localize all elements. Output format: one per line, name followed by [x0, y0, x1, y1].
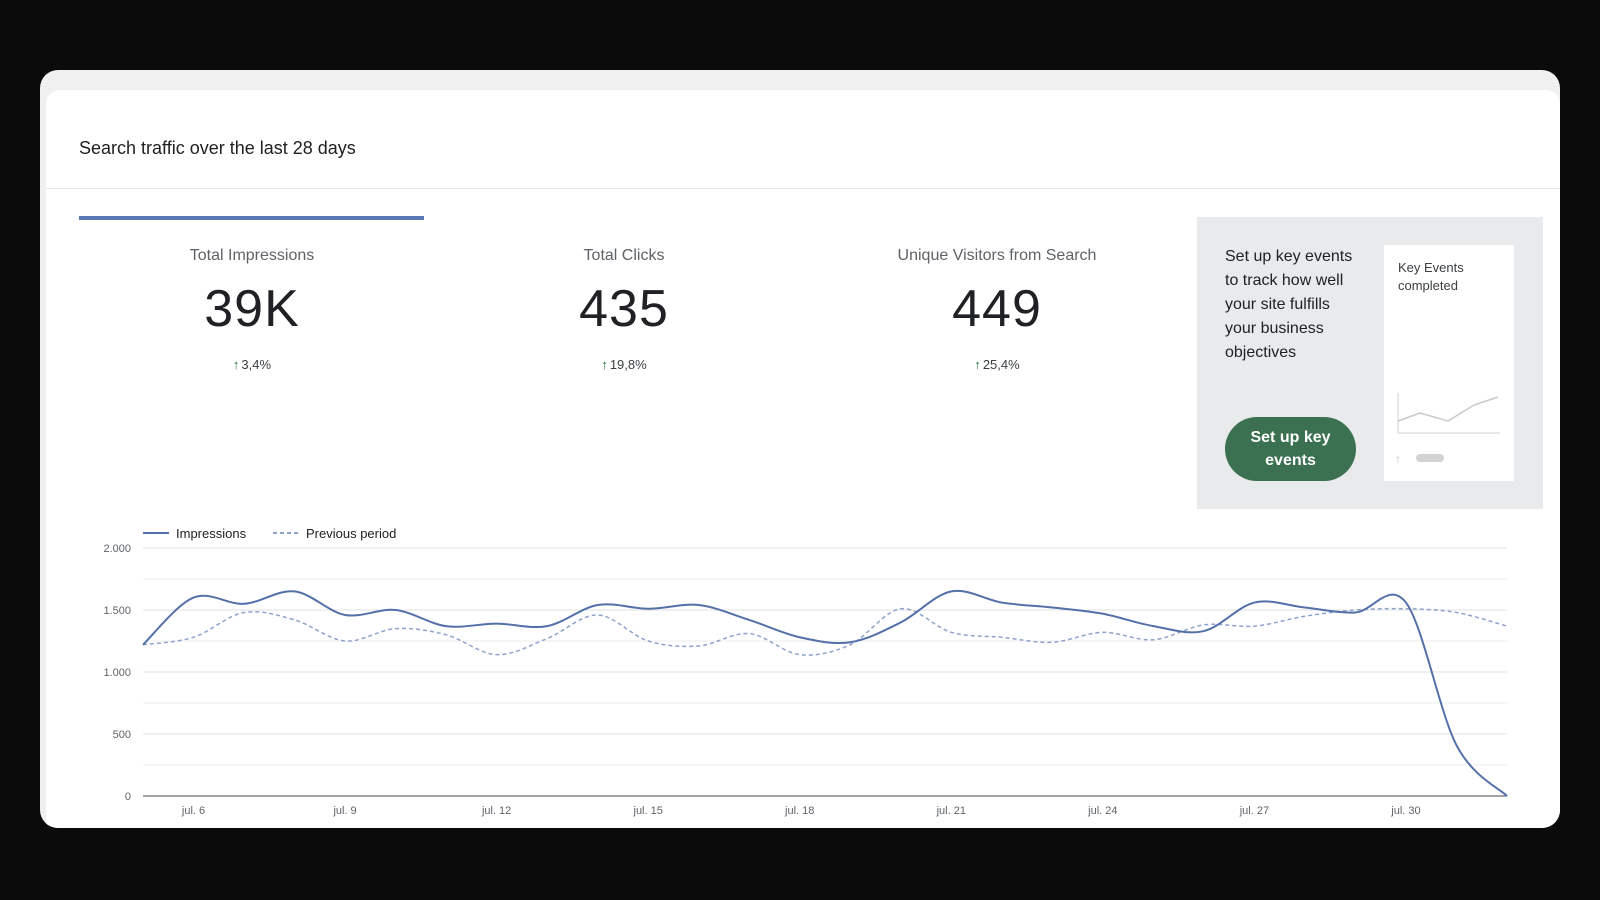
x-tick-label: jul. 18: [784, 805, 814, 817]
metric-label: Unique Visitors from Search: [897, 247, 1097, 264]
metric-change: 25,4%: [847, 357, 1147, 372]
x-tick-label: jul. 9: [332, 805, 356, 817]
y-tick-label: 2.000: [103, 543, 131, 555]
metric[interactable]: Unique Visitors from Search 449 25,4%: [847, 247, 1147, 372]
metric[interactable]: Total Impressions 39K 3,4%: [102, 247, 402, 372]
x-tick-label: jul. 27: [1239, 805, 1269, 817]
x-tick-label: jul. 21: [936, 805, 966, 817]
metric-change: 3,4%: [102, 357, 402, 372]
x-tick-label: jul. 15: [633, 805, 663, 817]
metric-value: 435: [579, 280, 669, 338]
legend-label: Impressions: [176, 526, 247, 541]
legend-label: Previous period: [306, 526, 396, 541]
metric-value: 449: [952, 280, 1042, 338]
line-series: [142, 607, 1508, 656]
metric-label: Total Impressions: [189, 247, 315, 264]
active-tab-indicator: [79, 216, 424, 220]
y-tick-label: 1.500: [103, 605, 131, 617]
metric-label: Total Clicks: [583, 247, 665, 264]
divider: [46, 188, 1560, 189]
y-tick-label: 500: [113, 729, 131, 741]
x-tick-label: jul. 12: [481, 805, 511, 817]
promo-text: Set up key events to track how well your…: [1225, 248, 1353, 361]
x-tick-label: jul. 30: [1390, 805, 1420, 817]
y-tick-label: 1.000: [103, 667, 131, 679]
metric-change: 19,8%: [474, 357, 774, 372]
setup-button[interactable]: Set up key events: [1225, 417, 1356, 481]
x-tick-label: jul. 6: [181, 805, 205, 817]
y-tick-label: 0: [125, 791, 131, 803]
svg-text:↑: ↑: [1395, 452, 1401, 466]
panel: Search traffic over the last 28 days Set…: [46, 90, 1560, 828]
metric[interactable]: Total Clicks 435 19,8%: [474, 247, 774, 372]
preview-card: Key Events completed ↑: [1384, 245, 1514, 481]
card: Search traffic over the last 28 days Set…: [40, 70, 1560, 828]
line-series: [142, 589, 1508, 797]
preview-sparkline: ↑: [1395, 393, 1500, 466]
metric-value: 39K: [204, 280, 300, 338]
x-tick-label: jul. 24: [1087, 805, 1117, 817]
preview-title: Key Events completed: [1398, 260, 1464, 293]
promo: Set up key events to track how well your…: [1197, 217, 1543, 509]
title: Search traffic over the last 28 days: [79, 138, 356, 158]
